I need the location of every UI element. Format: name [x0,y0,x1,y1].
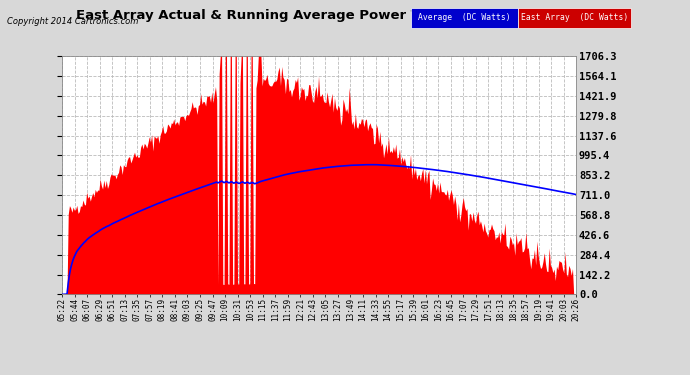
Text: East Array Actual & Running Average Power Thu Jul 10 20:26: East Array Actual & Running Average Powe… [75,9,532,22]
Text: East Array  (DC Watts): East Array (DC Watts) [521,13,628,22]
Text: Copyright 2014 Cartronics.com: Copyright 2014 Cartronics.com [7,17,138,26]
Text: Average  (DC Watts): Average (DC Watts) [417,13,511,22]
